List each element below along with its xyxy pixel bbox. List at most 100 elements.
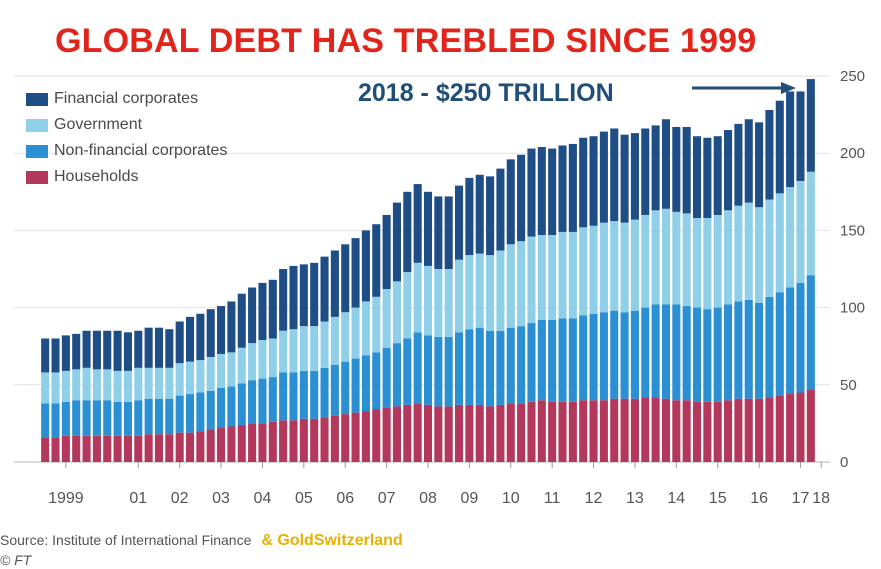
bar-segment [175,432,184,462]
bar-segment [579,400,588,462]
bar-segment [154,398,164,435]
bar-segment [651,397,660,462]
bar-stack [610,128,619,462]
bar-segment [599,131,608,223]
bar-segment [372,224,381,297]
bar-segment [537,400,546,462]
bar-segment [703,137,712,219]
bar-segment [517,154,526,242]
x-axis: 1999 01 02 03 04 05 06 07 08 09 10 11 12 13 14 15 16 17 18 [48,462,830,507]
bar-segment [486,406,495,462]
bar-segment [672,400,681,462]
bar-segment [403,191,412,273]
bar-segment [734,123,743,206]
bar-stack [372,224,381,462]
bar-segment [299,264,308,327]
bar-segment [382,347,391,408]
bar-segment [330,415,339,462]
bar-stack [444,196,453,462]
bar-stack [206,309,215,462]
bar-segment [579,315,588,401]
bar-segment [496,404,505,462]
bar-segment [744,299,753,399]
bar-segment [796,91,805,181]
bar-segment [661,304,671,399]
bar-stack [558,145,567,462]
bar-segment [651,210,660,305]
bar-segment [72,333,81,370]
bar-stack [382,214,391,462]
bar-stack [692,136,702,462]
bar-stack [682,126,691,462]
x-tick-label: 04 [254,490,272,507]
legend-swatch-non-financial [26,144,48,158]
bar-segment [92,369,101,401]
bar-stack [537,147,546,462]
bar-segment [775,292,784,396]
bar-segment [682,306,691,401]
bar-segment [724,210,733,305]
bar-segment [206,309,215,358]
bar-segment [434,196,443,269]
bar-segment [455,185,464,260]
x-tick-label: 02 [171,490,189,507]
legend-item-government: Government [26,112,227,138]
bar-stack [82,330,91,462]
bar-stack [279,269,288,462]
bar-stack [175,321,184,462]
bar-segment [41,338,50,373]
bar-segment [630,398,639,462]
bar-segment [506,159,515,245]
bar-segment [413,262,422,333]
bar-segment [144,367,153,399]
bar-segment [475,253,484,328]
bar-segment [724,400,733,462]
bar-stack [589,136,598,462]
bar-segment [423,191,433,266]
bar-segment [217,387,226,429]
bar-stack [392,202,401,462]
bar-segment [641,397,650,462]
bar-segment [134,330,143,368]
bar-segment [185,316,195,362]
bar-segment [41,437,50,462]
bar-segment [765,199,774,297]
bar-segment [248,287,257,344]
bar-stack [361,230,370,462]
x-tick-label: 01 [129,490,147,507]
bar-segment [341,244,350,313]
bar-segment [486,330,495,407]
bar-segment [123,332,132,371]
bar-stack [299,264,308,462]
x-tick-label: 15 [709,490,727,507]
bar-segment [279,420,288,462]
bar-segment [268,377,277,422]
bar-segment [548,401,557,462]
bar-stack [227,301,236,462]
bar-stack [579,137,588,462]
bar-segment [51,403,60,438]
bar-segment [330,250,339,317]
bar-stack [258,282,267,462]
bar-segment [465,177,474,256]
bar-segment [755,122,764,208]
bar-segment [475,174,484,254]
bar-stack [248,287,257,462]
bar-segment [227,386,236,427]
bar-segment [755,302,764,399]
bar-segment [258,340,267,379]
source-text: Source: Institute of International Finan… [0,532,252,548]
bar-segment [361,230,370,302]
bar-segment [630,310,639,399]
bar-segment [92,330,101,370]
bar-segment [175,363,184,396]
bar-segment [206,357,215,391]
bar-segment [320,367,329,418]
bar-segment [320,256,329,322]
bar-stack [103,330,112,462]
bar-segment [51,338,60,373]
bar-segment [806,275,815,390]
bar-segment [320,321,329,368]
bar-segment [82,435,91,462]
bar-stack [310,262,319,462]
